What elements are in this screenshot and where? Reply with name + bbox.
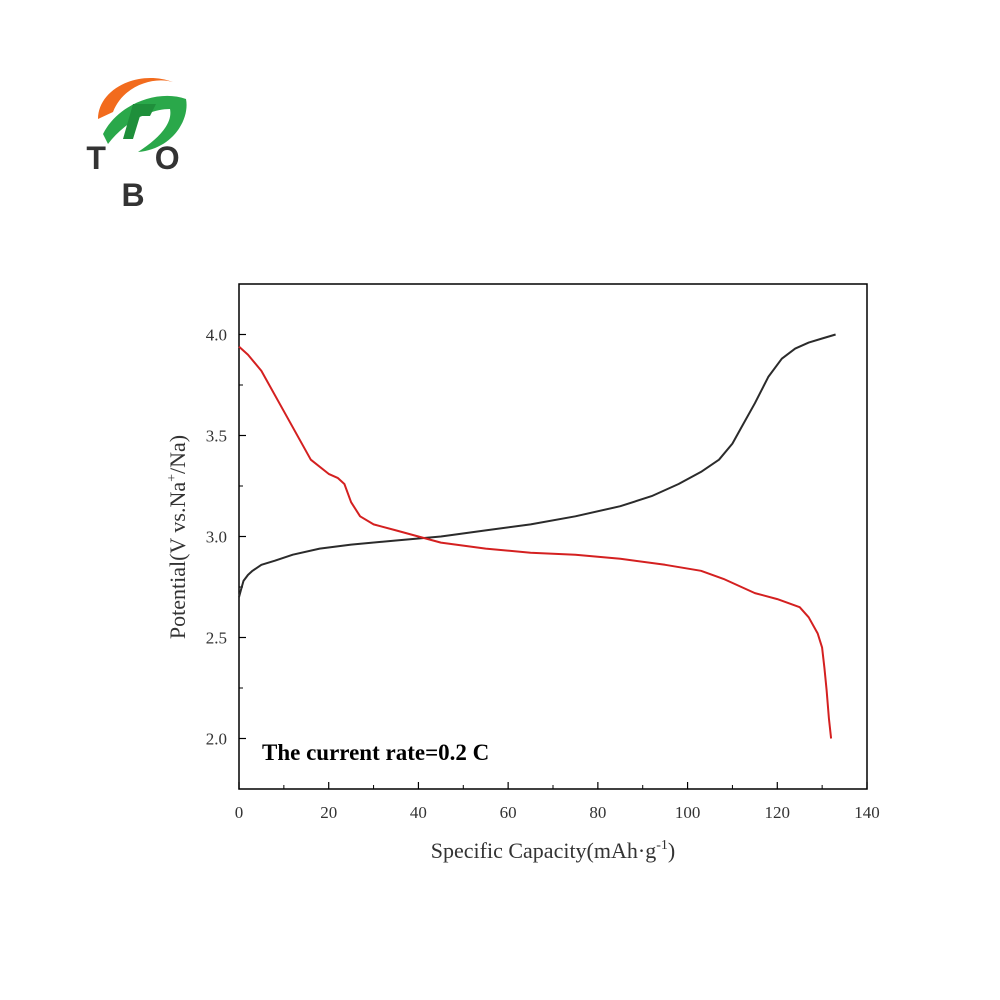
y-tick-label: 2.5	[206, 629, 227, 648]
x-axis-label-main: Specific Capacity(mAh·g	[431, 838, 656, 863]
y-tick-label: 2.0	[206, 730, 227, 749]
x-axis-label: Specific Capacity(mAh·g-1)	[431, 838, 675, 863]
discharge-curve	[238, 345, 833, 739]
y-tick-label: 3.0	[206, 528, 227, 547]
x-tick-label: 20	[320, 803, 337, 822]
logo-orange-arc	[98, 77, 173, 119]
y-axis-label: Potential(V vs.Na+/Na)	[165, 435, 190, 639]
y-axis-label-end: /Na)	[165, 435, 190, 474]
x-axis-label-end: )	[668, 838, 675, 863]
x-tick-label: 60	[500, 803, 517, 822]
y-tick-group: 2.0 2.5 3.0 3.5 4.0	[206, 283, 246, 790]
x-tick-label: 140	[854, 803, 880, 822]
logo-green-swoosh	[103, 95, 187, 152]
logo-text: T O B	[86, 140, 200, 213]
x-tick-label: 0	[235, 803, 244, 822]
chart-annotation: The current rate=0.2 C	[262, 740, 489, 765]
x-tick-label: 100	[675, 803, 701, 822]
x-tick-label: 120	[765, 803, 791, 822]
y-axis-label-sup: +	[165, 474, 180, 482]
x-tick-label: 40	[410, 803, 427, 822]
plot-frame	[238, 283, 868, 790]
y-axis-label-main: Potential(V vs.Na	[165, 482, 190, 639]
charge-curve	[238, 333, 836, 598]
y-tick-label: 4.0	[206, 326, 227, 345]
logo-green-stroke	[123, 104, 156, 139]
y-tick-label: 3.5	[206, 427, 227, 446]
x-tick-group: 0 20 40 60 80 100 120 140	[235, 782, 880, 822]
x-tick-label: 80	[589, 803, 606, 822]
tob-logo-icon	[98, 77, 187, 152]
x-axis-label-sup: -1	[656, 838, 668, 853]
series-layer	[238, 333, 836, 739]
